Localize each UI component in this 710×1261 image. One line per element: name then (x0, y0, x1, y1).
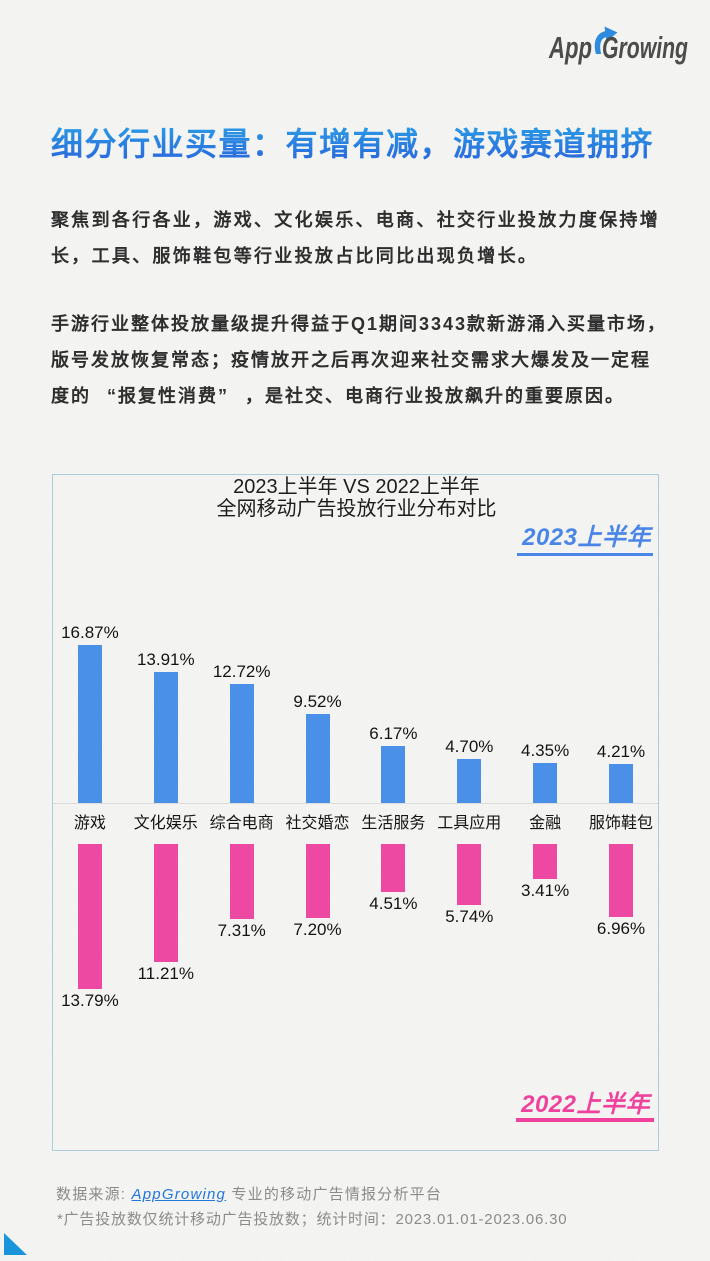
svg-text:Growing: Growing (602, 30, 688, 65)
svg-text:App: App (548, 30, 592, 65)
